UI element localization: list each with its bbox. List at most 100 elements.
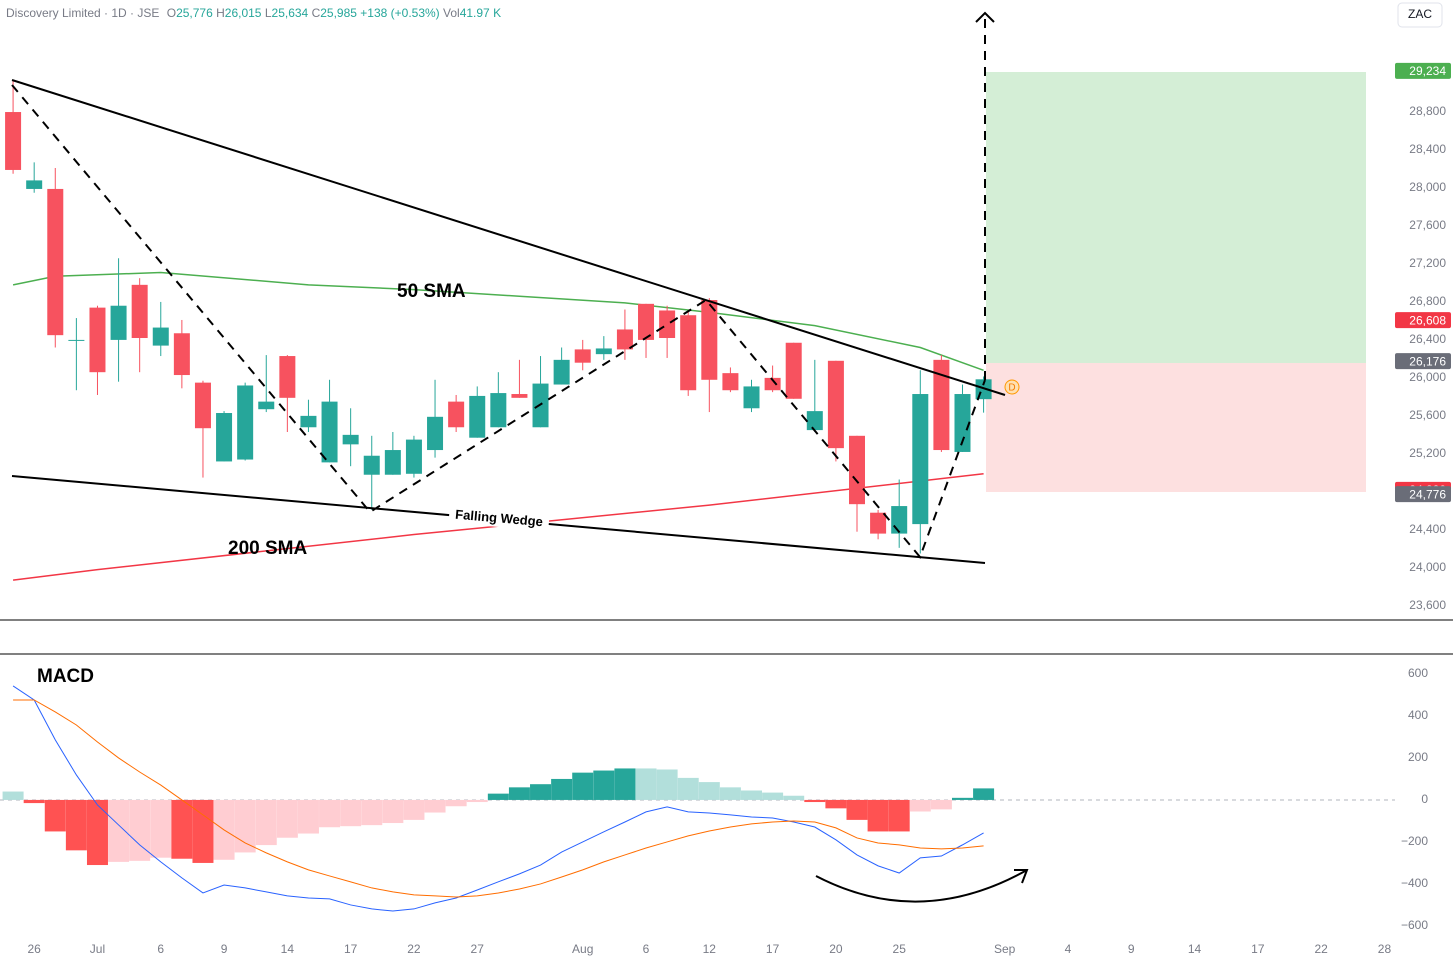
- histogram-bar: [44, 799, 66, 832]
- sma-line: [12, 473, 984, 581]
- wedge-upper: [11, 79, 1006, 396]
- key: C: [312, 6, 321, 20]
- value: 25,776: [176, 6, 213, 20]
- x-tick-label: 17: [344, 942, 358, 956]
- candle-body: [806, 411, 823, 431]
- volume: 41.97 K: [460, 6, 501, 20]
- histogram-bar: [635, 768, 657, 800]
- target-zone: [986, 72, 1366, 363]
- histogram-bar: [551, 778, 573, 800]
- histogram-bar: [951, 797, 973, 800]
- candle-body: [216, 413, 233, 462]
- legend: Discovery Limited · 1D · JSE O25,776 H26…: [6, 6, 501, 20]
- badge: [1004, 379, 1020, 395]
- y-tick-label: −200: [1401, 834, 1428, 848]
- candle-body: [89, 307, 106, 373]
- histogram-bar: [909, 799, 931, 812]
- candle-body: [638, 303, 655, 340]
- candle-body: [764, 377, 781, 391]
- y-tick-label: 26,800: [1409, 294, 1446, 308]
- price-tag: [1395, 312, 1451, 329]
- price-tag: [1395, 62, 1451, 79]
- histogram-bar: [466, 799, 488, 803]
- y-tick-label: 25,200: [1409, 446, 1446, 460]
- y-tick-label: 24,400: [1409, 522, 1446, 536]
- x-tick-label: 9: [221, 942, 228, 956]
- macd-line: [12, 685, 984, 912]
- sma-label: 50 SMA: [397, 281, 466, 302]
- y-tick-label: 28,400: [1409, 142, 1446, 156]
- label-bg: [448, 506, 550, 532]
- drawings: [11, 11, 1029, 903]
- y-tick-label: 26,000: [1409, 370, 1446, 384]
- x-tick-label: 6: [643, 942, 650, 956]
- key: L: [265, 6, 272, 20]
- candle-body: [933, 359, 950, 451]
- candle-body: [722, 373, 739, 391]
- x-tick-label: 12: [703, 942, 717, 956]
- candle-body: [427, 416, 444, 451]
- histogram-bar: [508, 787, 530, 800]
- y-tick-label: −400: [1401, 876, 1428, 890]
- candle-body: [954, 394, 971, 452]
- candle-body: [68, 339, 85, 341]
- x-tick-label: 28: [1378, 942, 1392, 956]
- x-tick-label: 6: [157, 942, 164, 956]
- candle-body: [616, 329, 633, 350]
- histogram-bar: [403, 799, 425, 820]
- histogram-bar: [825, 799, 847, 809]
- x-tick-label: 14: [1188, 942, 1202, 956]
- candle-body: [490, 393, 507, 428]
- x-tick-label: 9: [1128, 942, 1135, 956]
- histogram-bar: [445, 799, 467, 807]
- histogram-bar: [677, 777, 699, 800]
- price-tag-label: 26,608: [1409, 313, 1446, 327]
- histogram-bar: [846, 799, 868, 820]
- histogram-bar: [234, 799, 256, 853]
- x-tick-label: 17: [766, 942, 780, 956]
- histogram-bar: [171, 799, 193, 859]
- candle-body: [342, 434, 359, 445]
- histogram-bar: [108, 799, 130, 862]
- histogram-bar: [129, 799, 151, 861]
- histogram-bar: [572, 772, 594, 800]
- candle-body: [363, 455, 380, 475]
- histogram-bar: [487, 793, 509, 800]
- price-tag: [1395, 486, 1451, 503]
- histogram-bar: [867, 799, 889, 832]
- y-tick-label: 0: [1421, 792, 1428, 806]
- candle-body: [152, 327, 169, 346]
- candle-body: [110, 305, 127, 340]
- y-tick-label: 28,800: [1409, 104, 1446, 118]
- candle-body: [194, 382, 211, 429]
- histogram-bar: [424, 799, 446, 813]
- histogram-bar: [361, 799, 383, 826]
- histogram-bar: [656, 769, 678, 800]
- candle-body: [595, 348, 612, 355]
- y-tick-label: 28,000: [1409, 180, 1446, 194]
- curve-arrow: [815, 869, 1028, 903]
- histogram-bar: [65, 799, 87, 851]
- x-tick-label: Sep: [994, 942, 1016, 956]
- candle-body: [849, 435, 866, 505]
- histogram-bar: [719, 787, 741, 800]
- candle-body: [511, 394, 528, 398]
- key: Vol: [443, 6, 460, 20]
- histogram-bar: [2, 791, 24, 800]
- candle-body: [891, 506, 908, 534]
- histogram-bar: [593, 770, 615, 800]
- y-tick-label: 25,600: [1409, 408, 1446, 422]
- histogram-bar: [783, 795, 805, 800]
- candle-body: [173, 333, 190, 376]
- value: 26,015: [225, 6, 262, 20]
- plot: 28,800 28,400 28,000 27,600 27,200 26,800 26,4…: [0, 62, 1451, 956]
- currency: ZAC: [1408, 7, 1432, 21]
- key: O: [167, 6, 176, 20]
- candle-body: [237, 385, 254, 460]
- wedge-label-group: Falling Wedge: [448, 506, 550, 532]
- candle-body: [870, 512, 887, 534]
- y-tick-label: 23,600: [1409, 598, 1446, 612]
- histogram-bar: [382, 799, 404, 824]
- candle-body: [321, 401, 338, 463]
